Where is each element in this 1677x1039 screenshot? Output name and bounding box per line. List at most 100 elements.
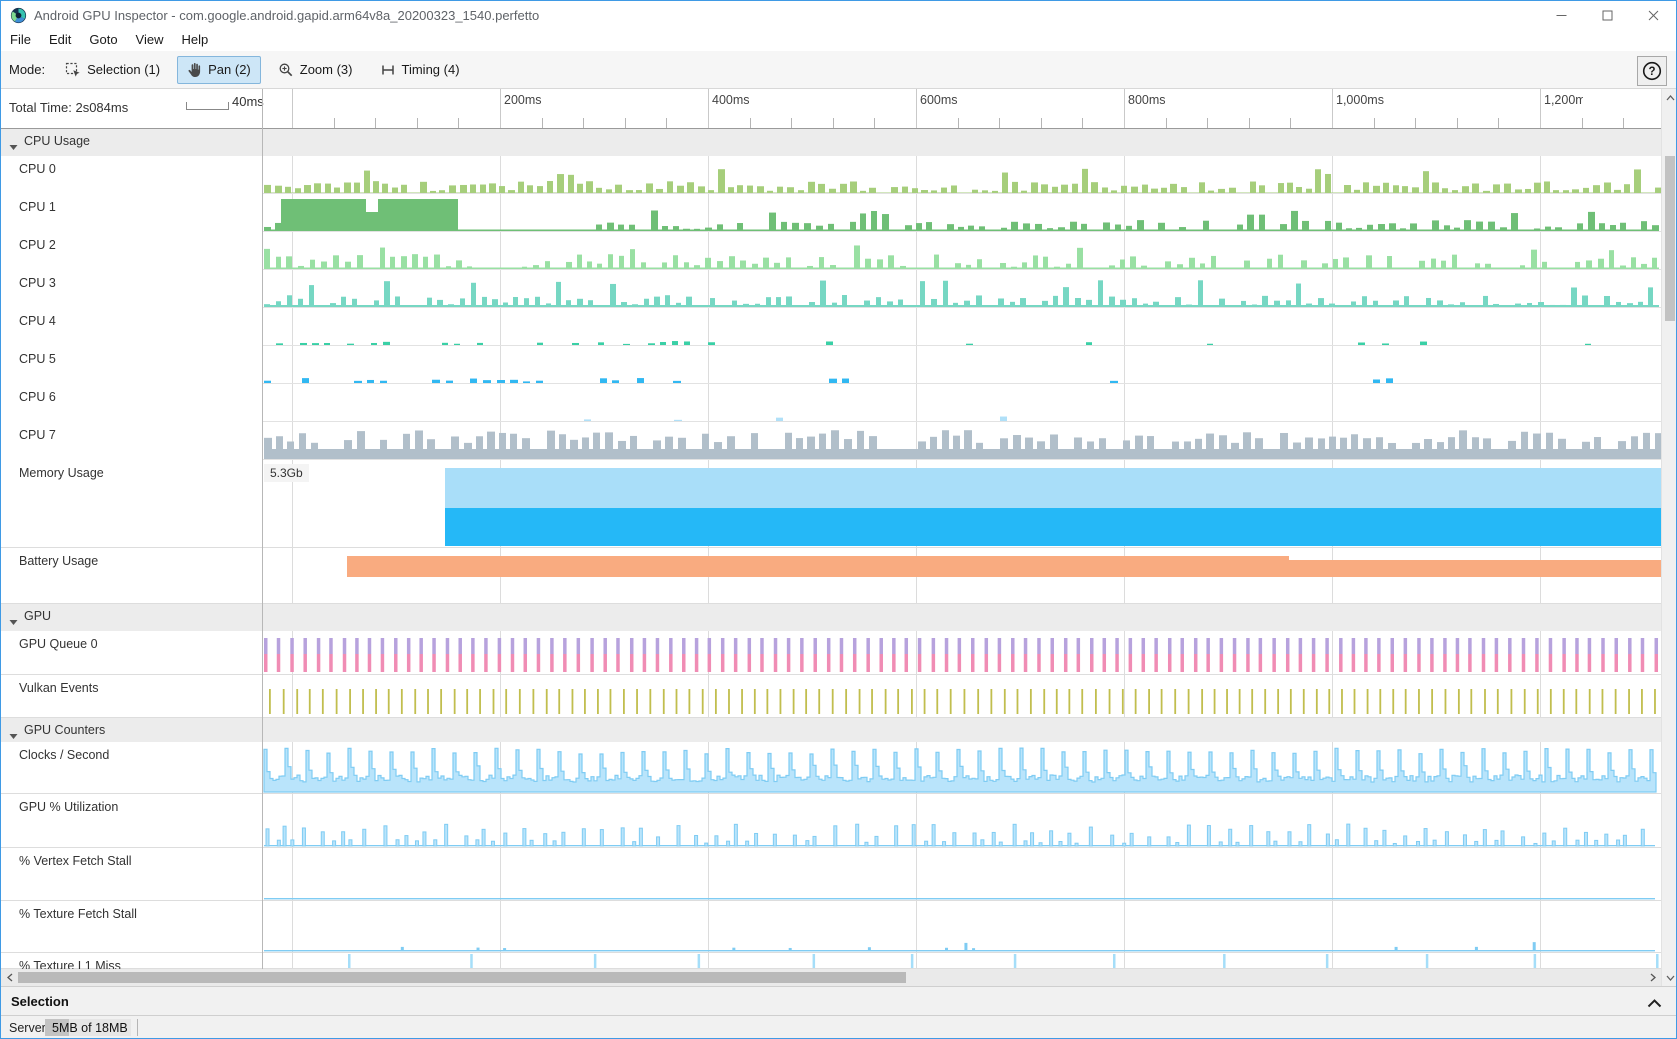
ruler-major-tick	[916, 89, 917, 128]
status-separator	[137, 1019, 138, 1036]
track-canvas-cpu-4[interactable]	[262, 308, 1661, 346]
track-label: CPU 0	[19, 162, 56, 176]
selection-collapse-button[interactable]	[1647, 995, 1662, 1013]
pan-hand-icon	[187, 62, 202, 78]
track-canvas-texture-fetch-stall[interactable]	[262, 901, 1661, 953]
time-ruler[interactable]: 200ms400ms600ms800ms1,000ms1,200ms	[262, 89, 1661, 129]
track-canvas-battery-usage[interactable]	[262, 548, 1661, 604]
mode-button-label: Zoom (3)	[300, 62, 353, 77]
chevron-right-icon	[1650, 973, 1656, 982]
track-canvas-vertex-fetch-stall[interactable]	[262, 848, 1661, 901]
track-row-texture-fetch-stall: % Texture Fetch Stall	[1, 901, 1661, 953]
menu-file[interactable]: File	[1, 30, 40, 49]
group-header-gpu-counters[interactable]: GPU Counters	[1, 718, 1661, 742]
track-canvas-gpu-queue-0[interactable]	[262, 631, 1661, 675]
collapse-triangle-icon	[9, 138, 18, 156]
help-icon: ?	[1641, 60, 1663, 82]
track-label: CPU 1	[19, 200, 56, 214]
track-row-cpu-2: CPU 2	[1, 232, 1661, 270]
ruler-minor-tick	[1249, 118, 1250, 128]
vertical-scrollbar[interactable]	[1661, 89, 1677, 986]
selection-panel-title: Selection	[11, 994, 69, 1009]
close-button[interactable]	[1630, 1, 1676, 30]
ruler-minor-tick	[791, 118, 792, 128]
svg-text:?: ?	[1648, 66, 1655, 78]
track-canvas-cpu-3[interactable]	[262, 270, 1661, 308]
ruler-minor-tick	[1374, 118, 1375, 128]
track-row-vulkan-events: Vulkan Events	[1, 675, 1661, 718]
ruler-minor-tick	[958, 118, 959, 128]
selection-panel-header: Selection	[1, 986, 1676, 1016]
track-label: % Texture Fetch Stall	[19, 907, 137, 921]
menu-help[interactable]: Help	[173, 30, 218, 49]
group-header-gpu[interactable]: GPU	[1, 604, 1661, 631]
track-canvas-cpu-2[interactable]	[262, 232, 1661, 270]
track-list: CPU UsageCPU 0CPU 1CPU 2CPU 3CPU 4CPU 5C…	[1, 129, 1661, 969]
track-label: CPU 6	[19, 390, 56, 404]
scroll-down-button[interactable]	[1662, 969, 1677, 986]
vertical-scrollbar-thumb[interactable]	[1665, 156, 1675, 321]
ruler-minor-tick	[1457, 118, 1458, 128]
ruler-tick-label: 1,200ms	[1544, 93, 1583, 107]
ruler-minor-tick	[1582, 118, 1583, 128]
track-canvas-cpu-7[interactable]	[262, 422, 1661, 460]
track-label: Battery Usage	[19, 554, 98, 568]
menu-goto[interactable]: Goto	[80, 30, 126, 49]
track-canvas-gpu-utilization[interactable]	[262, 794, 1661, 848]
mode-button-pan[interactable]: Pan (2)	[177, 56, 261, 84]
help-button[interactable]: ?	[1637, 56, 1667, 86]
track-canvas-texture-l1-miss[interactable]	[262, 953, 1661, 969]
track-row-texture-l1-miss: % Texture L1 Miss	[1, 953, 1661, 969]
track-canvas-memory-usage[interactable]: 5.3Gb	[262, 460, 1661, 548]
mode-button-timing[interactable]: Timing (4)	[370, 56, 470, 84]
ruler-tick-label: 800ms	[1128, 93, 1166, 107]
mode-button-selection[interactable]: Selection (1)	[55, 56, 170, 84]
track-row-cpu-6: CPU 6	[1, 384, 1661, 422]
panel-divider	[262, 89, 263, 969]
track-label: % Texture L1 Miss	[19, 959, 121, 969]
collapse-triangle-icon	[9, 613, 18, 631]
ruler-minor-tick	[666, 118, 667, 128]
ruler-minor-tick	[417, 118, 418, 128]
ruler-major-tick	[500, 89, 501, 128]
menu-view[interactable]: View	[127, 30, 173, 49]
mode-button-zoom[interactable]: Zoom (3)	[268, 56, 363, 84]
minimize-button[interactable]	[1538, 1, 1584, 30]
track-canvas-vulkan-events[interactable]	[262, 675, 1661, 718]
track-canvas-cpu-0[interactable]	[262, 156, 1661, 194]
mode-button-label: Pan (2)	[208, 62, 251, 77]
selection-icon	[65, 62, 81, 78]
scroll-right-button[interactable]	[1644, 969, 1661, 986]
scroll-left-button[interactable]	[1, 969, 18, 986]
track-row-clocks-second: Clocks / Second	[1, 742, 1661, 794]
track-label: CPU 5	[19, 352, 56, 366]
mode-button-label: Timing (4)	[402, 62, 460, 77]
horizontal-scrollbar-thumb[interactable]	[18, 972, 906, 983]
chevron-up-icon	[1666, 95, 1675, 101]
group-header-label: CPU Usage	[24, 134, 90, 148]
maximize-button[interactable]	[1584, 1, 1630, 30]
app-icon	[10, 7, 27, 29]
row-separator	[1, 968, 1661, 969]
ruler-major-tick	[1124, 89, 1125, 128]
track-canvas-cpu-1[interactable]	[262, 194, 1661, 232]
menu-bar: FileEditGotoViewHelp	[1, 30, 1676, 51]
ruler-minor-tick	[625, 118, 626, 128]
scale-bracket-icon	[186, 102, 229, 110]
ruler-summary: Total Time: 2s084ms 40ms	[1, 89, 262, 129]
ruler-minor-tick	[583, 118, 584, 128]
ruler-minor-tick	[1290, 118, 1291, 128]
menu-edit[interactable]: Edit	[40, 30, 80, 49]
track-row-cpu-1: CPU 1	[1, 194, 1661, 232]
group-header-cpu-usage[interactable]: CPU Usage	[1, 129, 1661, 156]
track-canvas-cpu-6[interactable]	[262, 384, 1661, 422]
scroll-up-button[interactable]	[1662, 89, 1677, 106]
track-canvas-cpu-5[interactable]	[262, 346, 1661, 384]
zoom-icon	[278, 62, 294, 78]
ruler-minor-tick	[1082, 118, 1083, 128]
track-label: CPU 3	[19, 276, 56, 290]
horizontal-scrollbar[interactable]	[1, 969, 1661, 986]
track-canvas-clocks-second[interactable]	[262, 742, 1661, 794]
track-row-cpu-7: CPU 7	[1, 422, 1661, 460]
mode-toolbar: Mode: Selection (1)Pan (2)Zoom (3)Timing…	[1, 51, 1676, 89]
